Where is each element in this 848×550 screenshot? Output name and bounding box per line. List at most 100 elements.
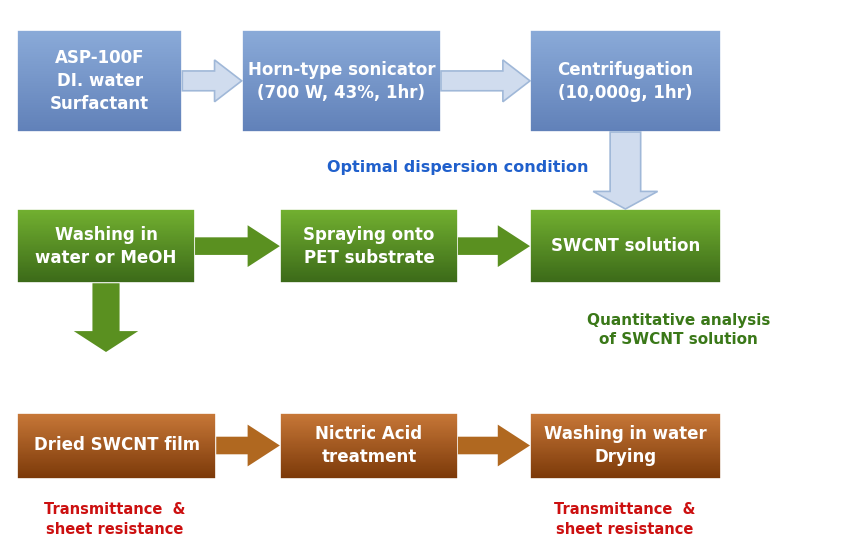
Bar xyxy=(242,66,441,68)
Bar xyxy=(17,245,195,246)
Bar xyxy=(242,30,441,32)
Bar xyxy=(17,256,195,257)
Bar xyxy=(530,471,721,472)
Bar xyxy=(280,440,458,441)
Bar xyxy=(530,218,721,219)
Bar xyxy=(280,460,458,461)
Bar xyxy=(530,261,721,262)
Bar xyxy=(17,71,182,73)
Bar xyxy=(242,115,441,117)
Bar xyxy=(17,267,195,268)
Bar xyxy=(17,474,216,475)
Bar xyxy=(17,240,195,241)
Bar xyxy=(17,248,195,249)
Bar xyxy=(530,450,721,451)
Bar xyxy=(530,280,721,282)
Bar xyxy=(17,74,182,76)
Bar xyxy=(530,124,721,125)
Bar xyxy=(17,243,195,244)
Bar xyxy=(280,254,458,255)
Bar xyxy=(530,49,721,51)
Bar xyxy=(242,46,441,47)
Bar xyxy=(17,421,216,422)
Polygon shape xyxy=(195,226,280,267)
Bar xyxy=(17,107,182,108)
Bar xyxy=(17,61,182,63)
Bar xyxy=(530,30,721,132)
Bar xyxy=(280,464,458,465)
Bar xyxy=(530,79,721,81)
Bar xyxy=(530,440,721,441)
Bar xyxy=(17,453,216,454)
Bar xyxy=(17,230,195,231)
Bar xyxy=(17,429,216,430)
Bar xyxy=(17,42,182,44)
Bar xyxy=(280,228,458,229)
Bar xyxy=(530,61,721,63)
Bar xyxy=(17,96,182,98)
Bar xyxy=(530,56,721,57)
Text: Washing in water
Drying: Washing in water Drying xyxy=(544,425,706,466)
Bar xyxy=(530,432,721,433)
Bar xyxy=(242,117,441,118)
Bar xyxy=(280,263,458,265)
Bar xyxy=(530,267,721,268)
Bar xyxy=(280,236,458,238)
Bar xyxy=(280,437,458,438)
Bar xyxy=(530,241,721,243)
Bar xyxy=(530,64,721,66)
Polygon shape xyxy=(182,60,242,102)
Bar xyxy=(17,224,195,225)
Bar xyxy=(242,110,441,112)
Bar xyxy=(530,436,721,437)
Bar xyxy=(530,240,721,241)
Bar xyxy=(530,47,721,49)
Bar xyxy=(17,76,182,78)
Bar xyxy=(530,251,721,252)
Bar xyxy=(242,47,441,49)
Bar xyxy=(17,101,182,103)
Bar xyxy=(530,32,721,34)
Bar xyxy=(280,279,458,280)
Bar xyxy=(280,230,458,231)
Bar xyxy=(242,51,441,52)
Bar xyxy=(17,64,182,66)
Bar xyxy=(17,465,216,466)
Bar xyxy=(17,86,182,88)
Bar xyxy=(530,214,721,215)
Bar xyxy=(17,238,195,239)
Bar xyxy=(280,461,458,462)
Bar xyxy=(280,433,458,435)
Bar xyxy=(242,101,441,103)
Bar xyxy=(280,454,458,455)
Bar xyxy=(530,455,721,456)
Bar xyxy=(17,472,216,473)
Bar xyxy=(280,238,458,239)
Bar xyxy=(242,44,441,46)
Bar xyxy=(242,52,441,54)
Bar xyxy=(530,74,721,76)
Bar xyxy=(530,244,721,245)
Bar xyxy=(242,96,441,98)
Bar xyxy=(280,412,458,414)
Bar xyxy=(17,437,216,438)
Bar xyxy=(17,228,195,229)
Bar xyxy=(530,118,721,120)
Bar xyxy=(530,107,721,108)
Text: Optimal dispersion condition: Optimal dispersion condition xyxy=(327,160,589,175)
Bar xyxy=(530,90,721,91)
Bar xyxy=(530,117,721,118)
Bar xyxy=(280,262,458,263)
Bar xyxy=(280,214,458,215)
Bar xyxy=(530,442,721,443)
Bar xyxy=(530,66,721,68)
Bar xyxy=(530,73,721,74)
Bar xyxy=(530,213,721,214)
Bar xyxy=(280,446,458,447)
Bar xyxy=(17,68,182,69)
Bar xyxy=(530,271,721,272)
Polygon shape xyxy=(441,60,530,102)
Bar xyxy=(17,431,216,432)
Bar xyxy=(530,91,721,93)
Bar xyxy=(17,469,216,470)
